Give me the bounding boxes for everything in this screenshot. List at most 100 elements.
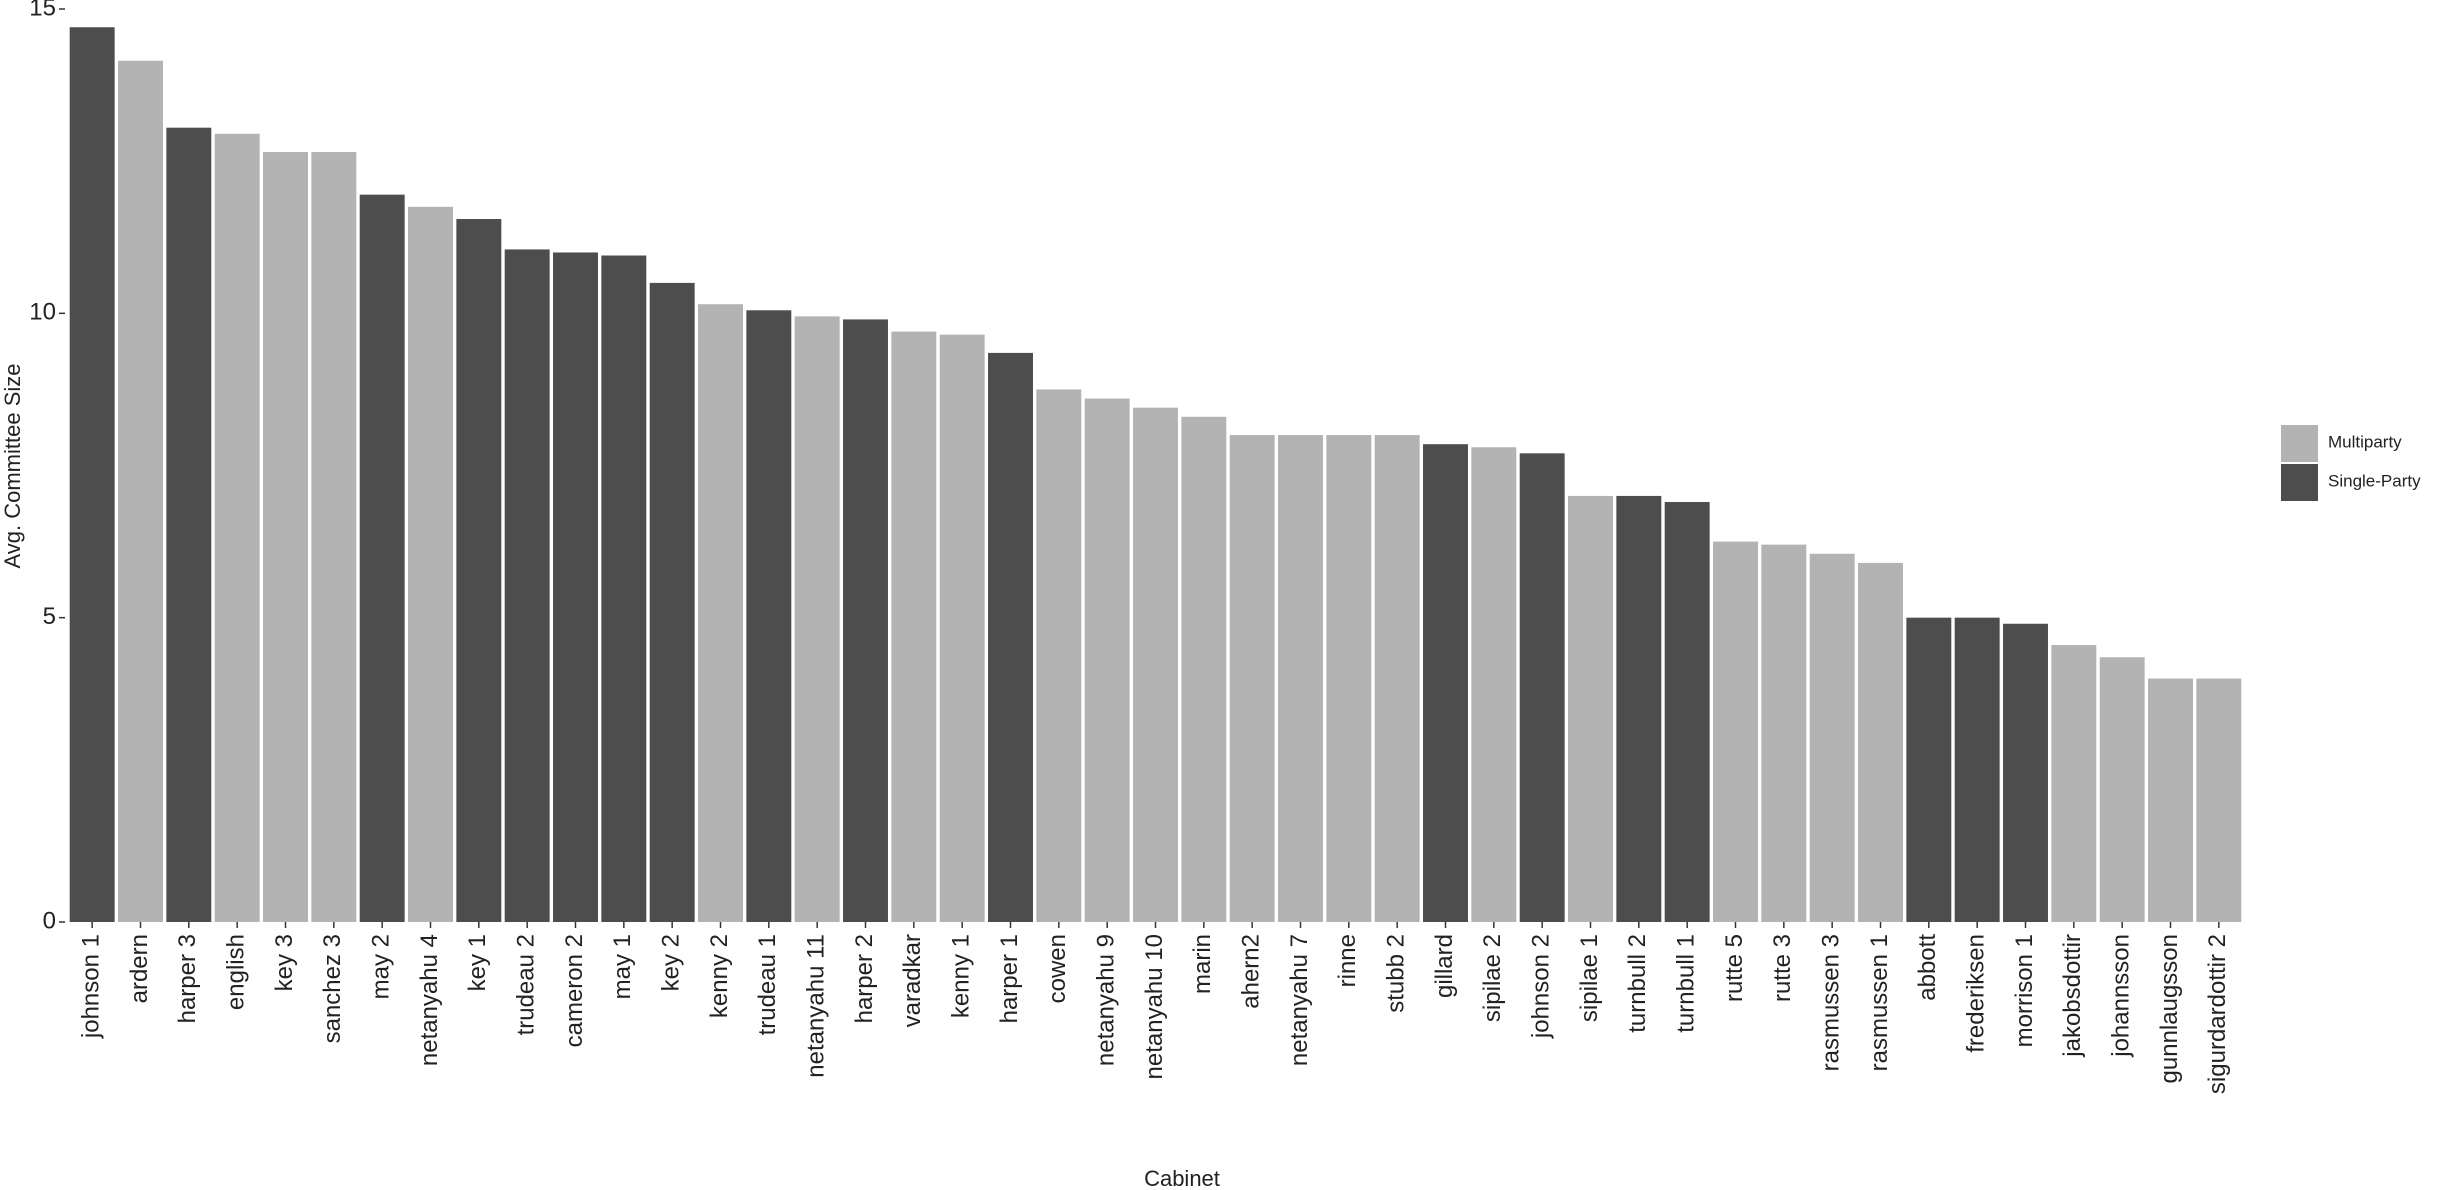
bar	[504, 249, 550, 922]
x-tick-label: rutte 3	[1769, 934, 1796, 1002]
bar	[263, 152, 308, 922]
x-tick-label: johnson 1	[78, 934, 105, 1039]
x-tick-label: key 1	[464, 934, 491, 991]
bar	[939, 334, 985, 922]
x-tick-label: harper 3	[174, 934, 201, 1023]
bar	[2196, 678, 2242, 922]
bar	[1568, 495, 1613, 922]
x-tick-label: key 2	[658, 934, 685, 991]
bar	[1809, 553, 1855, 922]
bar	[408, 206, 453, 923]
legend-swatch	[2281, 464, 2318, 501]
x-tick-label: ahern2	[1238, 934, 1265, 1009]
x-tick-label: cameron 2	[561, 934, 588, 1047]
x-tick-label: english	[223, 934, 250, 1010]
x-tick-label: harper 1	[996, 934, 1023, 1023]
x-tick-label: ardern	[126, 934, 153, 1003]
x-tick-label: netanyahu 4	[416, 934, 443, 1066]
x-tick-label: netanyahu 10	[1141, 934, 1168, 1079]
x-axis-title: Cabinet	[1144, 1166, 1220, 1190]
bar	[1471, 447, 1517, 922]
bar	[1326, 435, 1372, 922]
x-tick-label: netanyahu 11	[803, 934, 830, 1078]
bar	[794, 316, 840, 922]
x-tick-label: marin	[1189, 934, 1216, 994]
bar	[1229, 435, 1275, 922]
x-tick-label: varadkar	[899, 934, 926, 1027]
x-tick-label: jakobsdottir	[2059, 934, 2086, 1058]
bar	[2148, 678, 2193, 922]
x-tick-label: netanyahu 9	[1093, 934, 1120, 1066]
bar	[1181, 416, 1227, 922]
bar	[118, 60, 163, 922]
y-axis-title: Avg. Committee Size	[0, 363, 25, 568]
x-tick-label: rinne	[1334, 934, 1361, 987]
bar	[2051, 645, 2097, 922]
x-tick-label: sipilae 1	[1576, 934, 1603, 1022]
bar	[601, 255, 647, 922]
legend-label: Single-Party	[2328, 471, 2421, 490]
x-tick-label: trudeau 1	[754, 934, 781, 1035]
x-tick-label: may 2	[368, 934, 395, 999]
bar	[1423, 444, 1468, 922]
x-tick-label: netanyahu 7	[1286, 934, 1313, 1066]
bar	[649, 282, 695, 922]
y-tick-label: 10	[29, 299, 56, 326]
bar	[1133, 407, 1178, 923]
x-tick-label: gunnlaugsson	[2156, 934, 2183, 1083]
x-tick-label: cowen	[1044, 934, 1071, 1003]
x-tick-label: stubb 2	[1383, 934, 1410, 1013]
x-tick-label: turnbull 2	[1624, 934, 1651, 1033]
x-tick-label: abbott	[1914, 934, 1941, 1001]
bar	[1616, 495, 1662, 922]
x-tick-label: may 1	[609, 934, 636, 999]
bar	[843, 319, 888, 922]
x-tick-label: rasmussen 1	[1866, 934, 1893, 1071]
bar	[359, 194, 405, 923]
x-tick-label: frederiksen	[1963, 934, 1990, 1053]
bar	[1664, 502, 1710, 922]
y-tick-label: 15	[29, 0, 56, 21]
bar	[214, 133, 260, 922]
bar	[698, 304, 743, 922]
x-tick-label: kenny 1	[948, 934, 975, 1018]
x-tick-label: johnson 2	[1528, 934, 1555, 1039]
bar	[69, 27, 115, 922]
bar	[1906, 617, 1952, 922]
bar	[311, 152, 357, 922]
legend-swatch	[2281, 425, 2318, 462]
y-tick-label: 0	[43, 907, 56, 934]
bar	[1858, 562, 1903, 922]
bar	[2003, 623, 2048, 922]
x-tick-label: sipilae 2	[1479, 934, 1506, 1022]
x-tick-label: sanchez 3	[319, 934, 346, 1043]
bar	[891, 331, 937, 922]
x-tick-label: rasmussen 3	[1818, 934, 1845, 1071]
x-tick-label: kenny 2	[706, 934, 733, 1018]
x-tick-label: johannsson	[2108, 934, 2135, 1058]
x-tick-label: harper 2	[851, 934, 878, 1023]
bar	[553, 252, 598, 922]
bar	[1954, 617, 2000, 922]
bar	[1713, 541, 1758, 922]
x-tick-label: key 3	[271, 934, 298, 991]
x-tick-label: trudeau 2	[513, 934, 540, 1035]
bar	[166, 127, 212, 922]
bar	[746, 310, 792, 922]
x-tick-label: morrison 1	[2011, 934, 2038, 1047]
x-tick-label: turnbull 1	[1673, 934, 1700, 1033]
bar	[456, 218, 502, 923]
x-tick-label: sigurdardottir 2	[2204, 934, 2231, 1094]
bar	[1278, 435, 1323, 922]
bar	[1374, 435, 1420, 922]
bar	[2099, 657, 2145, 922]
y-tick-label: 5	[43, 603, 56, 630]
bar	[1761, 544, 1807, 922]
x-tick-label: gillard	[1431, 934, 1458, 998]
bar	[1036, 389, 1082, 923]
x-tick-label: rutte 5	[1721, 934, 1748, 1002]
bar	[988, 352, 1033, 922]
bar	[1084, 398, 1130, 923]
legend-label: Multiparty	[2328, 432, 2402, 451]
